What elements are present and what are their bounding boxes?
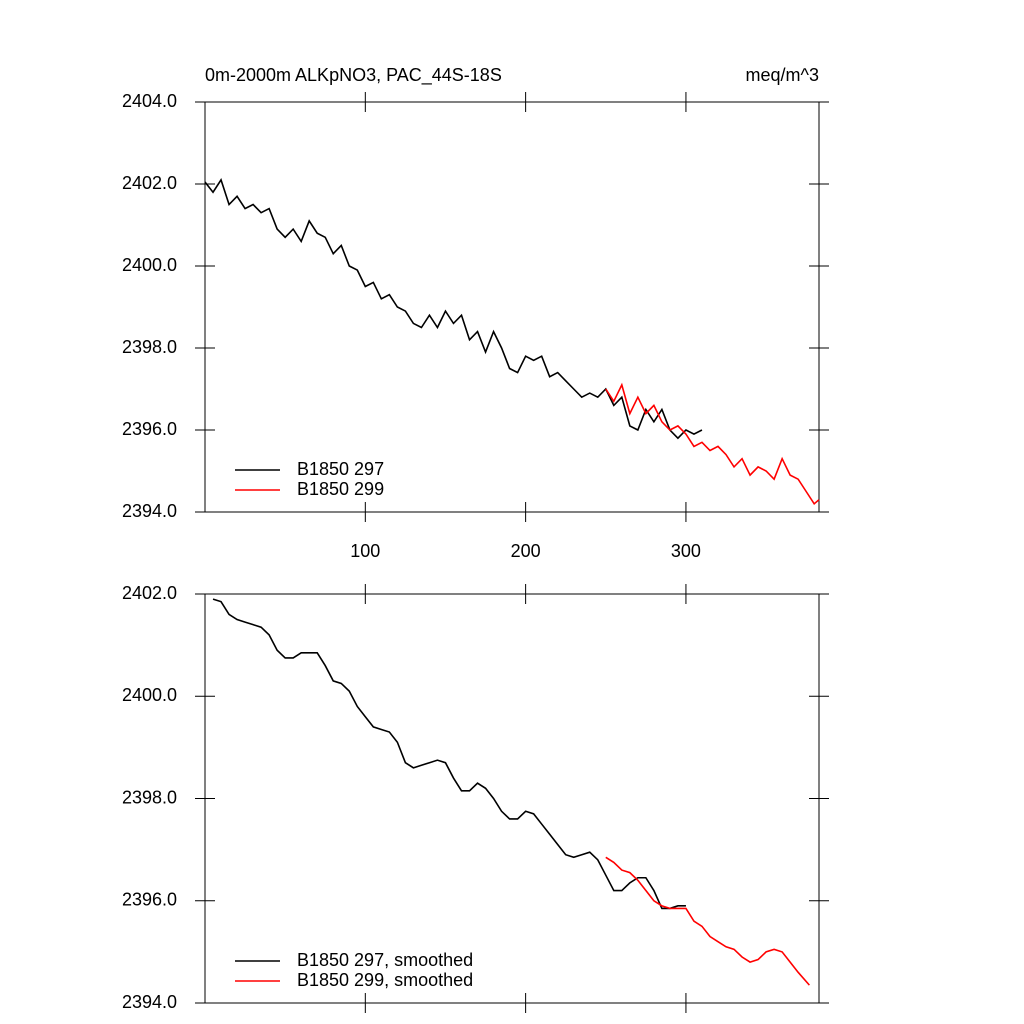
legend-label: B1850 299, smoothed (297, 970, 473, 990)
y-tick-label: 2402.0 (122, 173, 177, 193)
y-tick-label: 2398.0 (122, 787, 177, 807)
y-tick-label: 2400.0 (122, 685, 177, 705)
data-line (605, 856, 810, 986)
units-label: meq/m^3 (746, 65, 819, 85)
x-tick-label: 200 (511, 541, 541, 561)
plot-frame (204, 101, 820, 513)
y-tick-label: 2398.0 (122, 337, 177, 357)
y-tick-label: 2396.0 (122, 419, 177, 439)
y-tick-label: 2396.0 (122, 890, 177, 910)
y-tick-label: 2400.0 (122, 255, 177, 275)
data-line (212, 598, 686, 910)
x-tick-label: 100 (350, 541, 380, 561)
data-line (204, 178, 703, 440)
y-tick-label: 2402.0 (122, 583, 177, 603)
legend-label: B1850 299 (297, 479, 384, 499)
legend-label: B1850 297, smoothed (297, 950, 473, 970)
y-tick-label: 2394.0 (122, 992, 177, 1012)
data-line (605, 382, 820, 505)
y-tick-label: 2394.0 (122, 501, 177, 521)
y-tick-label: 2404.0 (122, 91, 177, 111)
chart-title: 0m-2000m ALKpNO3, PAC_44S-18S (205, 65, 502, 86)
legend-label: B1850 297 (297, 459, 384, 479)
x-tick-label: 300 (671, 541, 701, 561)
